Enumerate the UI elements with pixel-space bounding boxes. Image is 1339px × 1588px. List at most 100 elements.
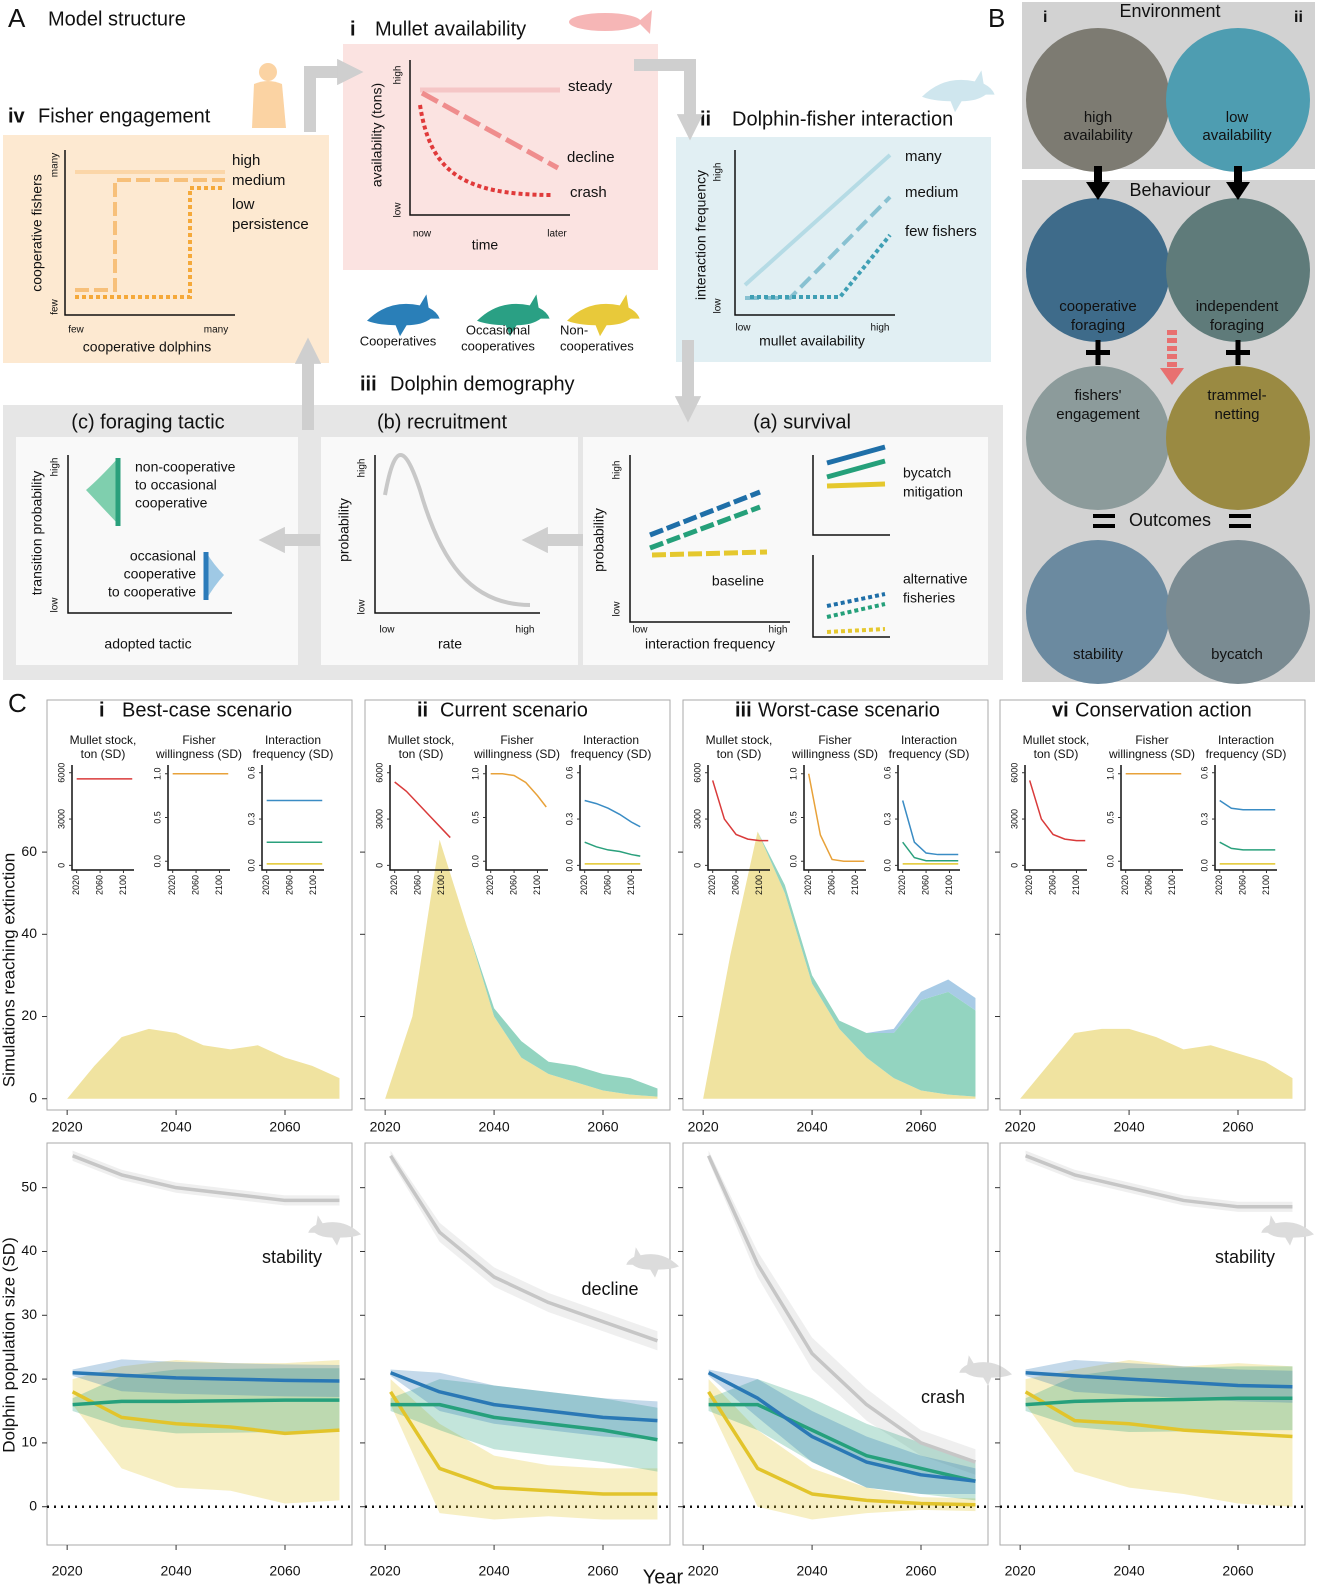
x-tick-label: 2060 [905,1119,936,1135]
inset-tick-label: 0.0 [470,855,480,868]
y-tick-label: 20 [21,1007,37,1023]
label: ii [700,108,711,130]
x-tick-label: 2020 [1005,1119,1036,1135]
y-tick-label: 50 [21,1178,37,1194]
x-tick-label: 2060 [269,1563,300,1579]
plus-sign [1236,340,1241,365]
annotation: decline [581,1279,638,1299]
panel-label: C [8,688,27,718]
label: ii [1294,9,1303,26]
inset-tick-label: 0.0 [152,855,162,868]
inset-tick-label: 2020 [897,875,907,895]
inset-line [585,801,641,827]
panel-label: A [8,3,26,33]
inset-tick-label: 0.3 [882,813,892,826]
axis-title: Dolphin population size (SD) [0,1237,18,1452]
inset-tick-label: 2060 [94,875,104,895]
inset-title: frequency (SD) [889,747,970,761]
inset-tick-label: 2020 [167,875,177,895]
inset-tick-label: 0.6 [246,766,256,779]
label: Cooperatives [360,333,437,348]
inset-tick-label: 3000 [1009,809,1019,829]
inset-tick-label: 3000 [692,809,702,829]
inset-tick-label: 2060 [920,875,930,895]
section-title: Behaviour [1129,180,1210,200]
inset-title: willingness (SD) [1108,747,1195,761]
panel-title: Model structure [48,8,186,30]
inset-tick-label: 0 [1009,863,1019,868]
inset-tick-label: 0.0 [564,859,574,872]
inset-line [1220,842,1276,850]
inset-tick-label: 0 [374,863,384,868]
x-tick-label: 2020 [52,1563,83,1579]
sub-title: (c) foraging tactic [71,411,224,433]
inset-title: frequency (SD) [1206,747,1287,761]
fisher-icon [259,63,277,81]
label: low [357,599,368,615]
scenario-title: Conservation action [1075,699,1252,721]
x-tick-label: 2060 [269,1119,300,1135]
label: cooperatives [560,338,634,353]
inset-title: willingness (SD) [473,747,560,761]
x-tick-label: 2020 [370,1563,401,1579]
x-tick-label: 2020 [1005,1563,1036,1579]
inset-tick-label: 2060 [1237,875,1247,895]
label: decline [567,149,615,166]
label: stability [1073,646,1124,663]
sd-band [73,1151,340,1206]
inset-tick-label: 2060 [284,875,294,895]
label: mitigation [903,484,963,500]
inset-tick-label: 2020 [389,875,399,895]
label: low [50,597,61,613]
axis [262,765,324,870]
y-tick-label: 20 [21,1370,37,1386]
sub-title: (b) recruitment [377,411,507,433]
label: later [547,229,567,240]
inset-tick-label: 0.5 [1105,811,1115,824]
label: availability (tons) [369,83,385,187]
inset-tick-label: 0.0 [882,859,892,872]
inset-tick-label: 2060 [1047,875,1057,895]
label: Occasional [466,322,530,337]
sd-band [391,1151,658,1351]
inset-tick-label: 6000 [374,763,384,783]
inset-tick-label: 0.3 [1199,813,1209,826]
inset-tick-label: 2100 [850,875,860,895]
inset-line [491,774,547,807]
axis-title: Year [643,1566,684,1588]
inset-title: Mullet stock, [388,733,455,747]
label: mullet availability [759,333,865,349]
inset-title: willingness (SD) [155,747,242,761]
inset-tick-label: 0.0 [788,855,798,868]
x-tick-label: 2020 [688,1119,719,1135]
photo [1026,28,1170,172]
inset-tick-label: 2100 [754,875,764,895]
inset-tick-label: 0.6 [882,766,892,779]
inset-tick-label: 2100 [308,875,318,895]
label: many [204,325,228,336]
label: medium [232,172,285,189]
x-tick-label: 2020 [688,1563,719,1579]
inset-tick-label: 2060 [730,875,740,895]
curve [827,484,885,486]
inset-tick-label: 1.0 [1105,767,1115,780]
label: occasional [130,548,196,564]
scenario-title: Worst-case scenario [758,699,940,721]
label: rate [438,636,462,652]
axis [486,765,548,870]
axis [804,765,866,870]
inset-title: Interaction [1218,733,1274,747]
axis [72,765,134,870]
inset-tick-label: 2020 [71,875,81,895]
label: steady [568,78,613,95]
label: cooperative [135,495,208,511]
inset-line [809,774,865,862]
label: time [472,237,499,253]
label: now [413,229,432,240]
inset-tick-label: 2020 [803,875,813,895]
x-tick-label: 2060 [1222,1563,1253,1579]
axis [1215,765,1277,870]
inset-tick-label: 6000 [1009,763,1019,783]
extinction-area [1020,1029,1292,1099]
scenario-title: Best-case scenario [122,699,292,721]
